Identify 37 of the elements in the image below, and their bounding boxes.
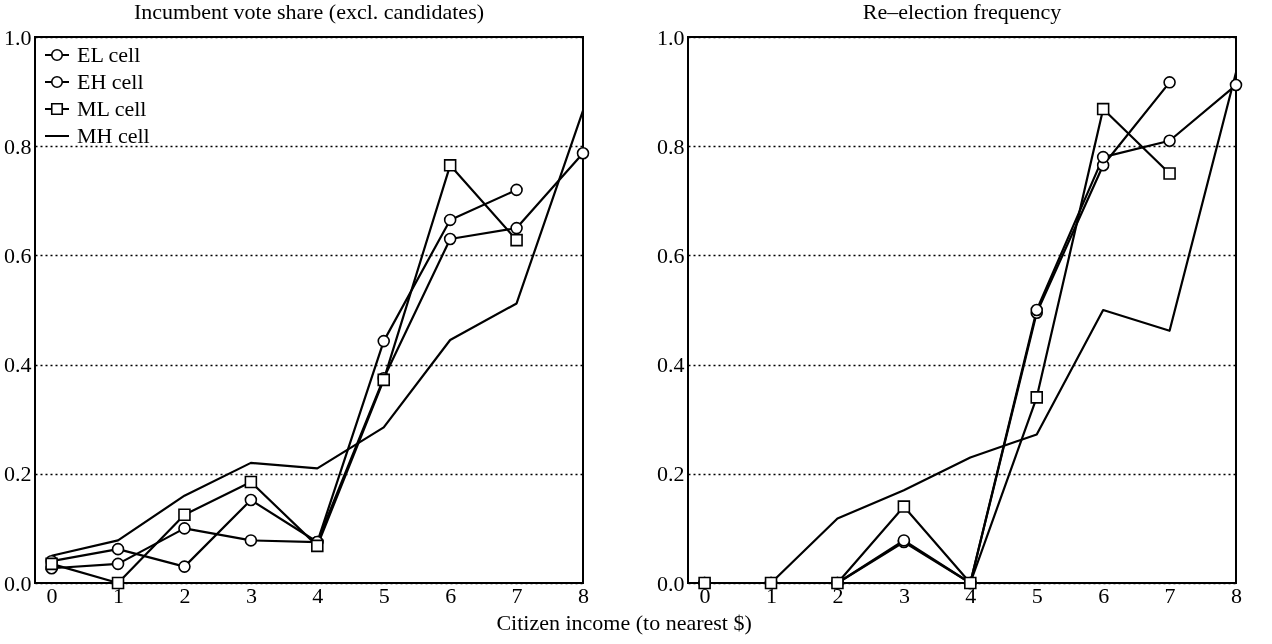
x-axis-title: Citizen income (to nearest $)	[496, 610, 752, 635]
x-tick-label: 3	[245, 582, 257, 608]
y-tick-label: 0.6	[657, 242, 685, 268]
y-tick-label: 1.0	[4, 24, 32, 50]
x-tick-label: 8	[1231, 582, 1242, 608]
x-tick-label: 0	[46, 582, 58, 608]
x-tick-label: 7	[1164, 582, 1176, 608]
y-tick-label: 0.8	[657, 133, 685, 159]
legend-label: EL cell	[77, 42, 141, 67]
legend-label: MH cell	[77, 123, 150, 148]
x-tick-label: 6	[445, 582, 457, 608]
x-tick-label: 2	[832, 582, 844, 608]
x-tick-label: 8	[578, 582, 589, 608]
y-tick-label: 0.0	[657, 570, 685, 596]
y-tick-label: 0.2	[4, 461, 32, 487]
x-tick-label: 2	[179, 582, 191, 608]
x-tick-label: 7	[511, 582, 523, 608]
chart-title: Incumbent vote share (excl. candidates)	[133, 0, 485, 24]
chart-title: Re–election frequency	[862, 0, 1062, 24]
y-tick-label: 0.6	[4, 242, 32, 268]
x-tick-label: 6	[1098, 582, 1110, 608]
legend-label: ML cell	[77, 96, 147, 121]
y-tick-label: 0.2	[657, 461, 685, 487]
x-tick-label: 3	[898, 582, 910, 608]
x-tick-label: 5	[378, 582, 390, 608]
y-tick-label: 0.0	[4, 570, 32, 596]
legend-label: EH cell	[77, 69, 144, 94]
y-tick-label: 1.0	[657, 24, 685, 50]
y-tick-label: 0.4	[657, 352, 685, 378]
y-tick-label: 0.4	[4, 352, 32, 378]
x-tick-label: 0	[699, 582, 711, 608]
x-tick-label: 1	[766, 582, 778, 608]
x-tick-label: 4	[312, 582, 324, 608]
x-tick-label: 1	[113, 582, 125, 608]
x-tick-label: 5	[1031, 582, 1043, 608]
y-tick-label: 0.8	[4, 133, 32, 159]
x-tick-label: 4	[965, 582, 977, 608]
